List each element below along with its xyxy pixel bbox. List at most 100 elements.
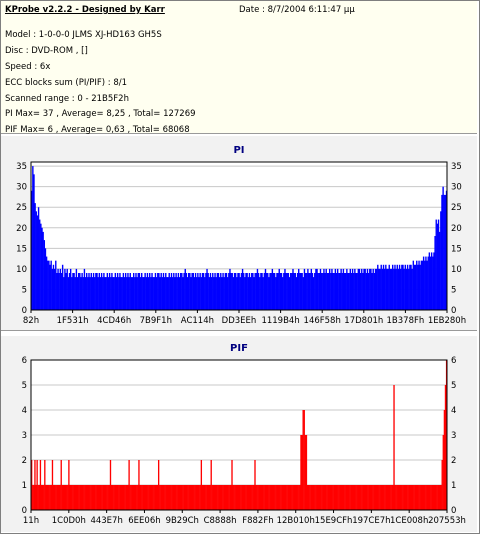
pi-bar [410,264,412,310]
pi-bar [204,277,206,310]
pi-bar [114,273,117,310]
pif-bar [348,485,350,510]
pi-ytick-left: 15 [16,244,27,254]
pif-bar [386,485,389,510]
pif-bar [171,485,173,510]
pif-xtick-label: F882Fh [242,516,273,526]
pif-bar [101,485,103,510]
pif-bar [261,485,264,510]
pif-bar [309,485,311,510]
pi-bar [393,268,395,310]
pif-bar [166,485,169,510]
pi-bar [102,277,104,310]
pi-bar [356,273,358,310]
pi-bar [220,273,222,310]
pif-bar [266,485,268,510]
pif-bar [345,485,347,510]
pif-bar [444,385,447,510]
pi-bar [367,273,370,310]
pi-bar [281,277,284,310]
pi-bar [152,277,154,310]
pi-xtick-label: 1119B4h [261,316,299,326]
pi-bar [389,268,392,310]
pi-bar [444,194,447,310]
pi-bar [343,273,346,310]
pi-bar [340,268,342,310]
pi-bar [214,273,216,310]
pif-ytick-right: 1 [451,481,456,491]
pif-bar [41,485,44,510]
pif-bar [424,485,426,510]
pif-bar [224,485,227,510]
pif-bar [275,485,277,510]
pi-bar [424,260,426,310]
pi-bar [52,264,55,310]
pif-bar [248,485,251,510]
pi-bar [328,268,331,310]
pif-bar [116,485,118,510]
pi-bar [357,268,360,310]
pi-bar [387,268,389,310]
pif-bar [60,460,62,510]
pif-bar [68,460,70,510]
pi-bar [138,273,141,310]
pif-bar [94,485,96,510]
pif-bar [196,485,198,510]
pif-bar [173,485,175,510]
pif-bar [80,485,82,510]
pi-bar [75,268,78,310]
pi-bar [209,273,212,310]
pif-bar [281,485,284,510]
pif-bar [242,485,244,510]
pi-bar [177,273,180,310]
pif-bar [198,485,200,510]
pif-bar [381,485,383,510]
pif-bar [249,485,252,510]
pi-bar [139,277,142,310]
pif-bar [317,485,320,510]
pi-bar [215,277,217,310]
pi-bar [309,273,311,310]
pi-bar [200,277,203,310]
pif-bar [93,485,95,510]
speed-line: Speed : 6x [5,62,51,72]
pi-bar [395,268,397,310]
pif-bar [376,485,379,510]
pif-bar [50,485,53,510]
pi-bar [174,277,176,310]
pi-bar [72,273,74,310]
pif-bar [83,485,85,510]
pi-bar [94,277,96,310]
pi-chart-title: PI [233,145,244,156]
pif-bar [150,485,152,510]
pif-bar [230,485,232,510]
pif-bar [300,435,302,510]
pif-bar [177,485,180,510]
pif-bar [402,485,404,510]
pif-bar [247,485,250,510]
pif-bar [152,485,154,510]
pi-bar [107,277,110,310]
pif-bar [372,485,374,510]
pi-bar [98,273,101,310]
pi-bar [286,273,288,310]
pif-plot-frame [30,359,448,511]
pif-bar [78,485,80,510]
pif-bar [272,485,275,510]
pif-xtick-label: 197CE7h [352,516,390,526]
pif-bar [141,485,143,510]
pif-bar [168,485,171,510]
pi-bar [326,273,329,310]
pif-bar [302,410,304,510]
pif-bar [378,485,380,510]
pi-bar [217,273,220,310]
pi-bar [245,273,247,310]
pif-bar [334,485,336,510]
pif-bar [165,485,167,510]
pi-bar [32,166,34,310]
pi-ytick-right: 35 [451,162,462,172]
pi-bar [380,264,382,310]
pif-bar [121,485,124,510]
pi-bar [216,273,219,310]
pif-bar [313,485,315,510]
